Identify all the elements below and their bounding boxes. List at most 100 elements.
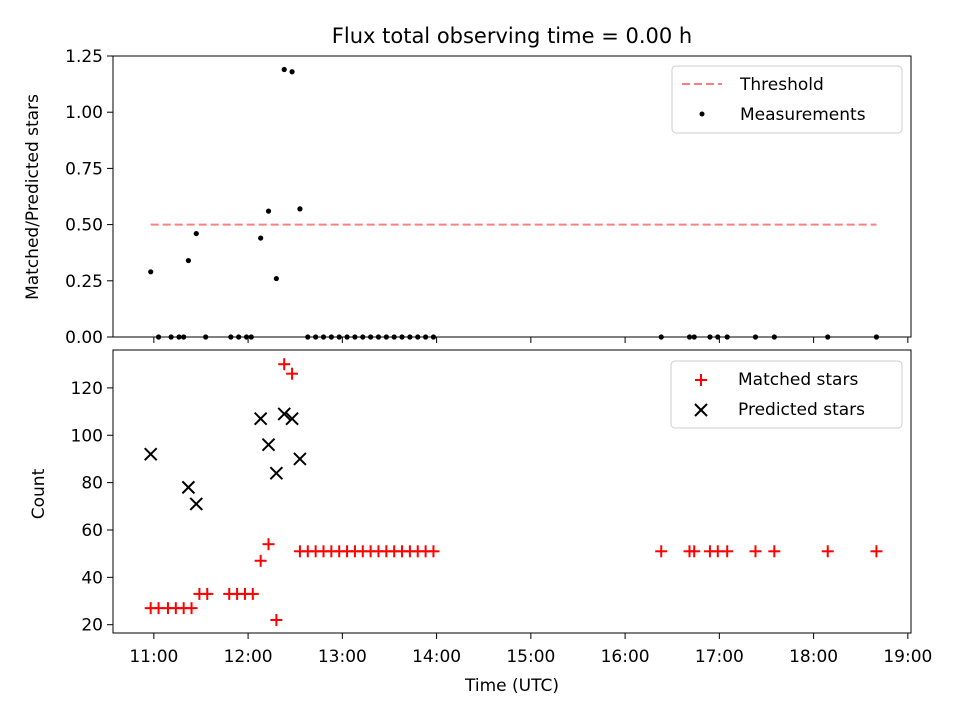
bottom-x-tick-label: 13:00 — [318, 647, 367, 667]
bottom-x-tick-label: 15:00 — [506, 647, 555, 667]
measurement-point — [336, 334, 342, 340]
measurement-point — [368, 334, 374, 340]
predicted-star-point — [269, 466, 284, 480]
top-y-tick-label: 0.25 — [65, 272, 103, 292]
measurement-point — [181, 334, 187, 340]
top-y-axis: 0.00 0.25 0.50 0.75 1.00 1.25 — [65, 47, 113, 348]
predicted-star-point — [261, 438, 276, 452]
measurement-point — [193, 230, 199, 237]
top-y-tick-label: 0.50 — [65, 216, 103, 236]
top-y-tick-label: 0.00 — [65, 328, 103, 348]
legend-predicted-swatch — [694, 403, 708, 417]
measurement-point — [383, 334, 389, 340]
measurement-point — [297, 206, 303, 212]
matched-star-point — [270, 613, 283, 626]
measurement-point — [352, 334, 358, 340]
top-y-tick-label: 0.75 — [65, 159, 103, 179]
top-plot-frame — [112, 55, 912, 338]
measurements-series — [148, 66, 880, 340]
legend-measurements-swatch — [699, 111, 705, 117]
x-axis-label: Time (UTC) — [464, 676, 559, 696]
measurement-point — [375, 334, 382, 340]
legend-matched-swatch — [695, 374, 707, 386]
measurement-point — [273, 275, 279, 282]
measurement-point — [691, 334, 697, 340]
predicted-star-point — [253, 411, 268, 426]
measurement-point — [148, 269, 154, 275]
bottom-y-tick-label: 120 — [71, 379, 103, 399]
measurement-point — [752, 334, 759, 340]
predicted-star-point — [293, 452, 307, 466]
top-y-axis-label: Matched/Predicted stars — [23, 94, 43, 300]
matched-star-point — [749, 545, 762, 558]
matched-star-point — [870, 545, 883, 558]
measurement-point — [658, 334, 664, 340]
top-y-tick-label: 1.25 — [65, 47, 103, 67]
bottom-x-tick-label: 17:00 — [695, 647, 744, 667]
bottom-plot-frame — [112, 349, 912, 634]
bottom-x-tick-label: 19:00 — [883, 647, 932, 667]
bottom-x-tick-label: 14:00 — [412, 647, 461, 667]
legend-matched-label: Matched stars — [738, 370, 858, 390]
legend-threshold-label: Threshold — [739, 75, 824, 95]
matched-star-point — [821, 545, 834, 558]
matched-star-point — [768, 545, 781, 558]
measurement-point — [185, 257, 192, 264]
predicted-stars-series — [143, 407, 307, 511]
bottom-y-axis: 20 40 60 80 100 120 — [71, 379, 113, 636]
measurement-point — [168, 334, 174, 340]
matched-star-point — [262, 538, 275, 551]
predicted-star-point — [277, 407, 291, 421]
bottom-y-tick-label: 100 — [71, 426, 103, 446]
bottom-y-tick-label: 40 — [81, 568, 103, 588]
matched-star-point — [278, 358, 291, 371]
measurement-point — [399, 334, 405, 340]
measurement-point — [243, 334, 250, 340]
bottom-y-tick-label: 20 — [81, 616, 103, 636]
bottom-y-tick-label: 60 — [81, 521, 103, 541]
bottom-x-tick-label: 11:00 — [129, 647, 178, 667]
bottom-legend: Matched stars Predicted stars — [670, 360, 903, 429]
chart-title: Flux total observing time = 0.00 h — [332, 24, 692, 48]
bottom-legend-frame — [670, 360, 903, 429]
measurement-point — [203, 334, 209, 340]
predicted-star-point — [189, 497, 203, 511]
legend-measurements-label: Measurements — [740, 105, 866, 125]
measurement-point — [707, 334, 713, 340]
matched-star-point — [254, 554, 267, 567]
top-axes: 0.00 0.25 0.50 0.75 1.00 1.25 Matched/Predict… — [23, 47, 912, 348]
matched-star-point — [246, 587, 259, 600]
measurement-point — [289, 69, 295, 75]
measurement-point — [825, 334, 831, 340]
measurement-point — [155, 334, 162, 340]
bottom-y-axis-label: Count — [29, 468, 49, 519]
measurement-point — [423, 334, 429, 340]
measurement-point — [344, 334, 350, 340]
measurement-point — [430, 334, 437, 340]
measurement-point — [176, 334, 182, 340]
matched-star-point — [201, 587, 214, 600]
measurement-point — [258, 235, 264, 241]
matched-star-point — [655, 545, 668, 558]
matched-star-point — [286, 367, 299, 380]
bottom-x-tick-label: 16:00 — [601, 647, 650, 667]
matched-stars-series — [144, 358, 883, 626]
top-legend-frame — [671, 65, 903, 134]
measurement-point — [360, 334, 366, 340]
matched-star-point — [688, 545, 701, 558]
measurement-point — [328, 334, 334, 340]
top-legend: Threshold Measurements — [671, 65, 903, 134]
measurement-point — [407, 334, 413, 340]
predicted-star-point — [143, 447, 158, 461]
measurement-point — [281, 66, 287, 73]
measurement-point — [305, 334, 311, 340]
bottom-x-axis: 11:00 12:00 13:00 14:00 15:00 16:00 17:00 18:00… — [129, 633, 932, 667]
predicted-star-point — [285, 411, 299, 426]
measurement-point — [873, 334, 880, 340]
measurement-point — [686, 334, 693, 340]
measurement-point — [724, 334, 730, 340]
measurement-point — [248, 334, 254, 340]
legend-predicted-label: Predicted stars — [738, 400, 865, 420]
top-y-tick-label: 1.00 — [65, 103, 103, 123]
measurement-point — [391, 334, 397, 340]
